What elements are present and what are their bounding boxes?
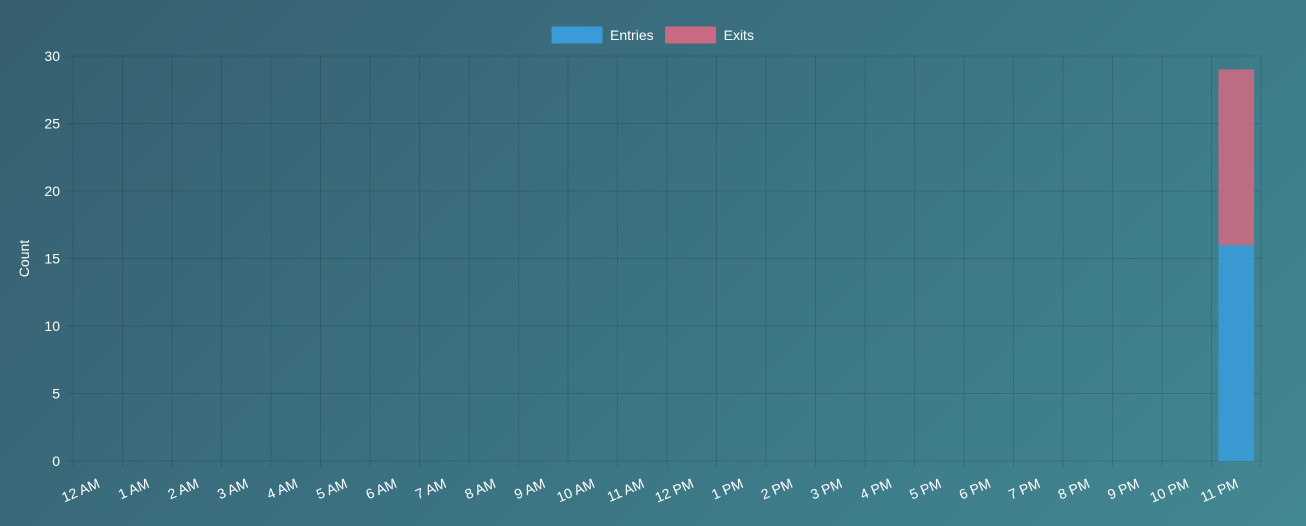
- x-tick-label: 2 AM: [165, 475, 201, 502]
- x-tick-label: 12 AM: [59, 475, 102, 505]
- x-tick-label: 2 PM: [759, 475, 795, 503]
- x-tick-label: 10 AM: [554, 475, 597, 505]
- x-tick-label: 11 PM: [1198, 475, 1241, 505]
- legend-label-entries: Entries: [610, 27, 654, 43]
- x-axis-ticks: 12 AM 1 AM 2 AM 3 AM 4 AM 5 AM 6 AM 7 AM 8 AM 9 A…: [59, 475, 1240, 506]
- x-tick-label: 4 PM: [858, 475, 894, 503]
- y-tick-label: 30: [44, 48, 60, 64]
- x-tick-label: 3 AM: [215, 475, 251, 502]
- x-tick-label: 1 PM: [709, 475, 745, 503]
- bar-entries: [1218, 245, 1255, 461]
- x-tick-label: 8 AM: [462, 475, 498, 502]
- legend: Entries Exits: [551, 26, 754, 44]
- y-tick-label: 25: [44, 116, 60, 132]
- x-tick-label: 10 PM: [1147, 475, 1191, 506]
- x-tick-label: 11 AM: [605, 475, 647, 505]
- y-tick-label: 15: [44, 251, 60, 267]
- y-axis-ticks: 0 5 10 15 20 25 30: [44, 48, 60, 469]
- grid-lines: [67, 55, 1262, 467]
- x-tick-label: 6 AM: [363, 475, 399, 502]
- legend-swatch-entries: [551, 26, 603, 44]
- x-tick-label: 7 PM: [1006, 475, 1042, 503]
- bar-exits: [1218, 69, 1255, 245]
- y-tick-label: 0: [52, 453, 60, 469]
- bars: [1218, 69, 1255, 461]
- y-tick-label: 20: [44, 183, 60, 199]
- legend-label-exits: Exits: [724, 27, 754, 43]
- x-tick-label: 9 PM: [1105, 475, 1141, 503]
- y-axis-title: Count: [16, 240, 32, 277]
- x-tick-label: 1 AM: [116, 475, 152, 502]
- x-tick-label: 6 PM: [957, 475, 993, 503]
- x-tick-label: 3 PM: [808, 475, 844, 503]
- x-tick-label: 7 AM: [413, 475, 449, 502]
- y-tick-label: 5: [52, 386, 60, 402]
- x-tick-label: 9 AM: [512, 475, 548, 502]
- x-tick-label: 5 AM: [314, 475, 350, 502]
- x-tick-label: 8 PM: [1056, 475, 1092, 503]
- x-tick-label: 12 PM: [652, 475, 696, 506]
- y-tick-label: 10: [44, 318, 60, 334]
- legend-swatch-exits: [665, 26, 717, 44]
- x-tick-label: 5 PM: [907, 475, 943, 503]
- x-tick-label: 4 AM: [264, 475, 300, 502]
